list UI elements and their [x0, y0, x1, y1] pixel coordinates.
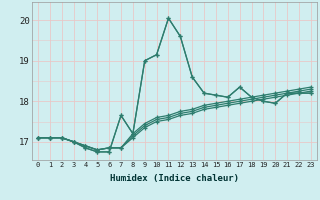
X-axis label: Humidex (Indice chaleur): Humidex (Indice chaleur)	[110, 174, 239, 183]
